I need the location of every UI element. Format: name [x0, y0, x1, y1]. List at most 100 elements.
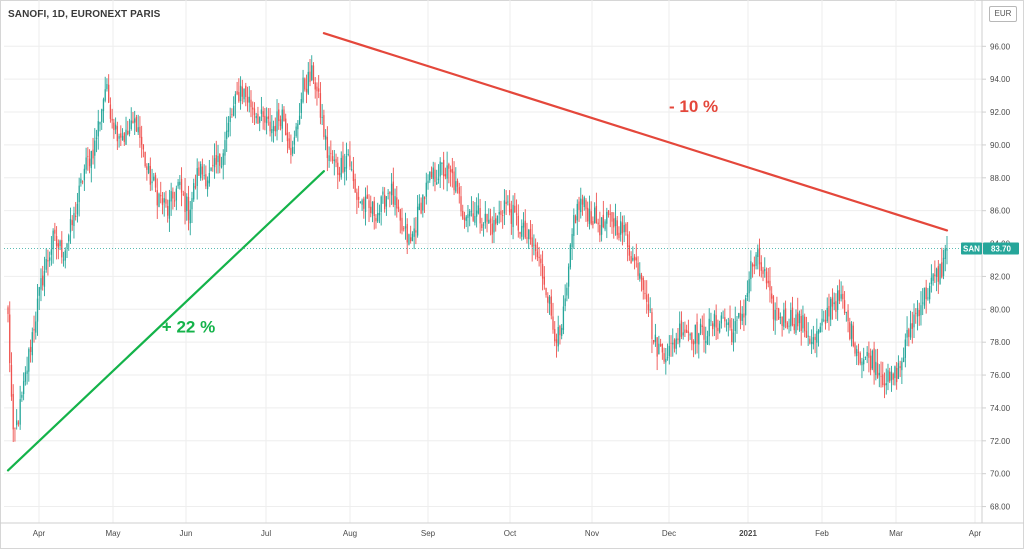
candle-body	[172, 191, 174, 199]
candle-body	[797, 312, 799, 327]
last-price-value: 83.70	[991, 244, 1012, 253]
candle-body	[946, 248, 948, 251]
candle-body	[425, 182, 427, 197]
candle-body	[765, 271, 768, 284]
candle-body	[915, 312, 917, 314]
candle-body	[283, 109, 285, 122]
candle-body	[748, 279, 750, 294]
candle-body	[528, 229, 530, 239]
candle-body	[745, 298, 747, 316]
candle-body	[804, 316, 806, 332]
candle-body	[206, 180, 209, 190]
time-axis[interactable]: Apr May Jun Jul Aug Sep Oct Nov Dec 2021 Feb Mar Apr	[0, 522, 1024, 538]
price-axis[interactable]: 68.00 70.00 72.00 74.00 76.00 78.00 80.00 82.00…	[981, 0, 1011, 523]
candle-body	[626, 234, 629, 247]
candle-body	[318, 88, 320, 92]
candle-body	[90, 151, 92, 169]
candle-body	[28, 349, 30, 372]
candle-body	[371, 201, 374, 215]
y-tick-label: 90.00	[990, 141, 1011, 150]
candle-body	[928, 285, 931, 300]
candle-body	[469, 211, 471, 217]
candle-body	[286, 132, 289, 142]
candle-body	[491, 223, 493, 235]
candle-body	[394, 196, 396, 205]
candle-body	[713, 313, 716, 327]
candle-body	[677, 338, 679, 341]
y-tick-label: 86.00	[990, 207, 1011, 216]
candle-body	[455, 181, 457, 192]
candle-body	[922, 302, 924, 304]
candle-body	[666, 357, 669, 359]
candle-body	[672, 342, 674, 345]
candle-body	[807, 335, 809, 337]
candle-body	[698, 333, 700, 345]
candle-body	[606, 211, 608, 224]
candle-body	[179, 181, 181, 186]
candle-body	[290, 147, 292, 155]
candle-body	[274, 125, 276, 132]
candle-body	[944, 248, 946, 259]
candle-body	[470, 210, 473, 212]
candle-body	[665, 358, 667, 363]
candle-body	[852, 325, 854, 346]
candle-body	[411, 233, 414, 241]
candle-body	[462, 210, 464, 219]
candle-body	[798, 313, 801, 324]
y-tick-label: 92.00	[990, 108, 1011, 117]
candle-body	[845, 311, 847, 313]
candle-body	[389, 192, 391, 194]
candle-body	[160, 195, 162, 197]
candle-body	[885, 383, 887, 386]
candle-body	[795, 314, 797, 333]
candle-body	[934, 274, 936, 277]
candle-body	[699, 323, 702, 334]
candle-body	[600, 217, 603, 235]
candle-body	[191, 198, 193, 210]
x-tick-label: Jul	[261, 529, 271, 538]
candle-body	[140, 136, 143, 145]
candle-body	[364, 196, 367, 212]
candle-body	[285, 118, 287, 136]
candle-body	[691, 332, 693, 344]
candle-body	[826, 307, 828, 322]
candle-body	[594, 207, 596, 224]
candle-body	[880, 375, 882, 377]
candle-body	[390, 183, 393, 196]
candle-body	[208, 173, 210, 184]
candle-body	[562, 306, 565, 331]
candle-body	[646, 294, 648, 302]
candle-body	[842, 293, 844, 300]
candle-body	[354, 178, 356, 193]
candle-body	[859, 352, 861, 364]
candle-body	[743, 313, 745, 318]
y-tick-label: 88.00	[990, 174, 1011, 183]
candle-body	[120, 133, 122, 138]
candle-body	[333, 159, 335, 162]
candle-body	[297, 123, 299, 130]
candle-body	[451, 168, 453, 174]
candle-body	[31, 332, 33, 356]
candle-body	[793, 324, 795, 331]
candle-body	[314, 82, 316, 90]
candle-body	[628, 245, 631, 256]
candle-body	[561, 327, 563, 336]
candle-body	[828, 305, 830, 317]
candle-body	[116, 126, 118, 142]
candle-body	[687, 331, 690, 333]
last-price-label: SAN 83.70	[4, 242, 1019, 255]
candle-body	[941, 262, 943, 278]
candle-body	[33, 328, 35, 331]
candle-body	[198, 167, 200, 176]
candle-body	[644, 292, 646, 295]
candle-body	[831, 297, 834, 307]
candle-body	[597, 222, 599, 225]
candle-body	[375, 218, 377, 222]
currency-button[interactable]: EUR	[989, 6, 1017, 22]
candle-body	[24, 372, 27, 382]
candle-body	[80, 178, 82, 184]
candle-body	[863, 359, 865, 365]
candle-body	[894, 366, 896, 378]
candle-body	[777, 308, 780, 320]
